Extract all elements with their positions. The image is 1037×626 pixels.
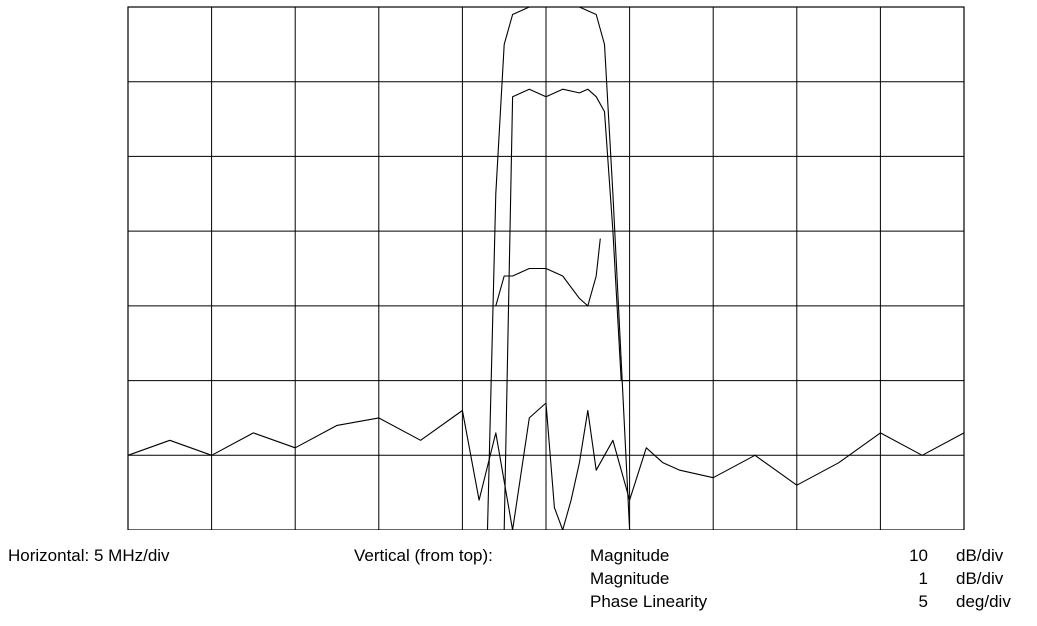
trace-1-value: 10 (909, 546, 928, 565)
trace-line-1 (127, 402, 965, 530)
vertical-heading-label: Vertical (from top): (354, 546, 493, 565)
grid-lines (128, 7, 964, 530)
trace-2-value: 1 (918, 569, 928, 588)
trace-group (127, 6, 965, 530)
trace-1-label: Magnitude (590, 546, 670, 565)
trace-line-4 (495, 238, 601, 307)
trace-line-2 (486, 6, 631, 530)
trace-3-unit: deg/div (956, 592, 1011, 611)
trace-3-value: 5 (918, 592, 928, 611)
trace-3-label: Phase Linearity (590, 592, 708, 611)
trace-1-unit: dB/div (956, 546, 1004, 565)
trace-2-label: Magnitude (590, 569, 670, 588)
trace-line-3 (503, 88, 630, 530)
horizontal-scale-label: Horizontal: 5 MHz/div (8, 546, 170, 565)
trace-2-unit: dB/div (956, 569, 1004, 588)
chart-plot (127, 6, 965, 530)
